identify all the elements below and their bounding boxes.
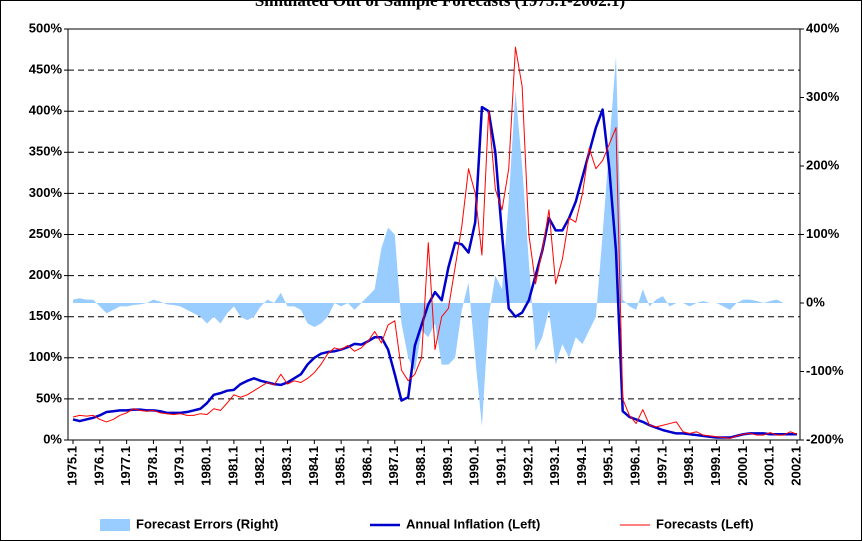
x-tick-label: 1996.1 [628,446,643,486]
x-tick-label: 2001.1 [762,446,777,486]
x-tick-label: 1998.1 [681,446,696,486]
x-tick-label: 1993.1 [547,446,562,486]
x-tick-label: 1975.1 [64,446,79,486]
y2-tick-label: 200% [806,157,840,172]
y-tick-label: 500% [29,20,63,35]
x-tick-label: 1981.1 [225,446,240,486]
y-tick-label: 200% [29,267,63,282]
legend-label: Forecast Errors (Right) [136,516,278,531]
y-tick-label: 400% [29,103,63,118]
y-tick-label: 50% [36,390,62,405]
x-tick-label: 1985.1 [333,446,348,486]
x-tick-label: 1986.1 [359,446,374,486]
x-tick-label: 1997.1 [654,446,669,486]
chart-title: Simulated Out of Sample Forecasts (1975.… [255,0,625,10]
x-tick-label: 1980.1 [199,446,214,486]
series-line [72,105,797,439]
x-tick-label: 2002.1 [788,446,803,486]
legend-swatch [100,519,130,531]
error-area [73,56,797,427]
legend-item: Annual Inflation (Left) [370,516,540,531]
x-tick-label: 1995.1 [601,446,616,486]
legend-label: Annual Inflation (Left) [406,516,540,531]
y2-tick-label: 300% [806,89,840,104]
x-tick-label: 1999.1 [708,446,723,486]
legend-item: Forecasts (Left) [620,516,754,531]
legend-item: Forecast Errors (Right) [100,516,278,531]
x-tick-label: 1987.1 [386,446,401,486]
x-tick-label: 1979.1 [172,446,187,486]
x-tick-label: 1977.1 [118,446,133,486]
x-tick-label: 1988.1 [413,446,428,486]
y2-tick-label: 0% [806,294,825,309]
x-tick-label: 1990.1 [467,446,482,486]
legend-label: Forecasts (Left) [656,516,754,531]
x-tick-label: 1976.1 [91,446,106,486]
x-tick-label: 1978.1 [145,446,160,486]
x-tick-label: 1991.1 [493,446,508,486]
y2-tick-label: -100% [806,363,844,378]
y-tick-label: 250% [29,226,63,241]
y2-tick-label: 100% [806,226,840,241]
y-tick-label: 350% [29,144,63,159]
x-tick-label: 1989.1 [440,446,455,486]
series-line [72,46,798,439]
x-tick-label: 1992.1 [520,446,535,486]
y-tick-label: 100% [29,349,63,364]
y2-tick-label: -200% [806,431,844,446]
x-tick-label: 1982.1 [252,446,267,486]
x-tick-label: 1983.1 [279,446,294,486]
x-tick-label: 1994.1 [574,446,589,486]
x-tick-label: 2000.1 [735,446,750,486]
plot-border [67,28,801,441]
y-tick-label: 450% [29,62,63,77]
y2-tick-label: 400% [806,20,840,35]
y-tick-label: 300% [29,185,63,200]
y-tick-label: 150% [29,308,63,323]
y-tick-label: 0% [43,431,62,446]
x-tick-label: 1984.1 [306,446,321,486]
